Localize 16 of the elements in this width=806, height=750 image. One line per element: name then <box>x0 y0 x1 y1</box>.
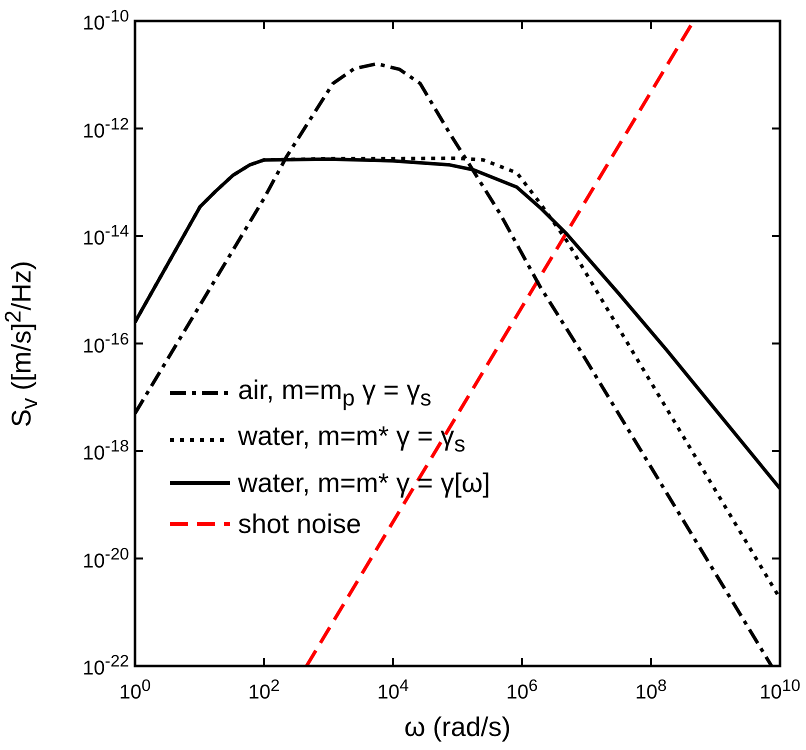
y-tick-label: 10$^{-12}$ <box>82 114 129 142</box>
x-tick-label: 10$^{6}$ <box>506 676 538 704</box>
legend-label: water, m=m* γ = γ$_{s}$ <box>238 421 466 458</box>
legend-label: water, m=m* γ = γ[ω] <box>238 468 490 499</box>
x-tick-label: 10$^{8}$ <box>635 676 667 704</box>
x-tick-label: 10$^{4}$ <box>377 676 409 704</box>
legend-label: air, m=m$_{p}$ γ = γ$_{s}$ <box>238 375 432 412</box>
y-tick-label: 10$^{-20}$ <box>82 544 129 572</box>
y-tick-label: 10$^{-10}$ <box>82 6 129 34</box>
legend-label: shot noise <box>238 508 362 540</box>
x-tick-label: 10$^{10}$ <box>760 676 800 704</box>
x-axis-title: ω (rad/s) <box>404 712 511 742</box>
y-tick-label: 10$^{-16}$ <box>82 329 129 357</box>
x-tick-label: 10$^{2}$ <box>248 676 280 704</box>
y-tick-label: 10$^{-18}$ <box>82 436 129 464</box>
y-tick-label: 10$^{-14}$ <box>82 222 129 250</box>
